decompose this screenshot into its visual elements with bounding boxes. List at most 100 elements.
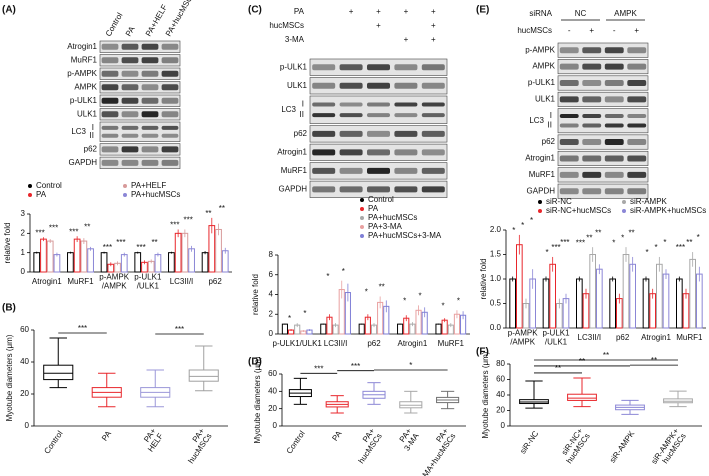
blot-band: [421, 130, 445, 137]
bar: [589, 254, 596, 329]
bar: [582, 293, 590, 329]
lc3-form: II: [300, 110, 304, 119]
x-tick-label: MuRF1: [438, 339, 465, 348]
blot-band: [604, 63, 624, 70]
x-tick-label: p-ULK1/ULK1: [273, 339, 323, 348]
blot-band: [366, 149, 391, 156]
significance: *: [419, 291, 422, 300]
blot-band: [312, 82, 336, 89]
x-tick-label: p-ULK1/ULK1: [542, 329, 570, 347]
significance: **: [651, 356, 657, 365]
y-tick-label: 20: [268, 404, 277, 413]
treatment-sign: +: [404, 35, 409, 44]
panel-label: (B): [2, 303, 16, 314]
blot-band: [312, 102, 336, 107]
panel-label: (C): [248, 5, 262, 16]
blot-band: [394, 102, 418, 107]
bar: [100, 252, 108, 273]
blot-band: [339, 149, 363, 156]
x-tick-label: siR-AMPK: [608, 429, 637, 465]
blot-band: [366, 130, 391, 137]
treatment-sign: +: [431, 21, 436, 30]
blot-band: [161, 133, 179, 138]
blot-strip: [99, 40, 181, 53]
blot-band: [366, 102, 391, 107]
legend-label: PA+hucMSCs: [368, 213, 417, 222]
group-name: AMPK: [614, 9, 637, 18]
significance: *: [697, 233, 700, 242]
y-tick-label: 40: [268, 386, 277, 395]
x-tick-label: PA: [100, 429, 114, 443]
significance: ***: [35, 228, 44, 237]
significance: ***: [49, 223, 58, 232]
blot-row-label: GAPDH: [279, 184, 308, 193]
blot-band: [101, 43, 119, 50]
y-tick-label: 0: [501, 421, 506, 430]
significance: ***: [184, 216, 193, 225]
blot-row-label: LC3: [529, 116, 544, 125]
treatment-name: 3-MA: [285, 35, 305, 44]
significance: **: [151, 238, 157, 247]
bar: [40, 238, 47, 273]
x-tick-label: PA+3-MA: [395, 426, 421, 452]
y-tick-label: 40: [496, 390, 505, 399]
significance: *: [303, 309, 306, 318]
significance: ***: [676, 243, 685, 252]
x-tick-label: PA+hucMSCs: [349, 426, 384, 465]
blot-band: [121, 159, 139, 166]
legend-label: PA+3-MA: [368, 222, 403, 231]
x-tick-label: Control: [42, 429, 64, 455]
blot-strip: [99, 94, 181, 107]
blot-band: [366, 64, 391, 71]
significance: ***: [551, 243, 560, 252]
significance: ***: [175, 325, 184, 334]
x-tick-label: p62: [208, 277, 222, 286]
blot-band: [141, 97, 159, 104]
blot-band: [141, 43, 159, 50]
legend-marker: [538, 209, 542, 213]
legend-label: PA: [36, 190, 47, 199]
x-tick-label: LC3II/I: [170, 277, 194, 286]
blot-band: [421, 167, 445, 174]
blot-band: [627, 63, 647, 70]
blot-band: [604, 80, 624, 86]
bar: [397, 323, 404, 335]
blot-strip: [99, 121, 181, 142]
blot-band: [312, 113, 336, 118]
significance: **: [219, 204, 225, 213]
blot-strip: [557, 108, 649, 134]
blot-band: [627, 123, 647, 128]
blot-strip: [309, 95, 448, 124]
y-axis-label: relative fold: [479, 259, 488, 300]
blot-band: [582, 80, 602, 86]
legend-marker: [28, 184, 32, 188]
significance: **: [603, 351, 609, 360]
legend-marker: [123, 184, 127, 188]
blot-band: [312, 149, 336, 156]
x-tick-label: Atrogin1: [32, 277, 62, 286]
y-tick-label: 0: [273, 421, 278, 430]
blot-row-label: AMPK: [74, 82, 97, 91]
blot-band: [121, 70, 139, 77]
y-tick-label: 4: [269, 290, 274, 299]
blot-band: [604, 188, 624, 195]
blot-row-label: MuRF1: [71, 55, 98, 64]
blot-band: [559, 96, 579, 103]
blot-strip: [557, 91, 649, 107]
blot-band: [627, 47, 647, 54]
legend-marker: [123, 193, 127, 197]
bar: [662, 273, 670, 329]
y-tick-label: 0: [25, 421, 30, 430]
y-tick-label: 0: [269, 329, 274, 338]
treatment-sign: +: [376, 7, 381, 16]
y-tick-label: 2.0: [490, 225, 502, 234]
blot-band: [604, 96, 624, 103]
blot-band: [141, 57, 159, 64]
blot-band: [582, 113, 602, 118]
blot-row-label: Atrogin1: [67, 42, 97, 51]
blot-band: [366, 113, 391, 118]
blot-band: [161, 70, 179, 77]
lc3-form: II: [548, 121, 552, 130]
blot-strip: [99, 81, 181, 94]
